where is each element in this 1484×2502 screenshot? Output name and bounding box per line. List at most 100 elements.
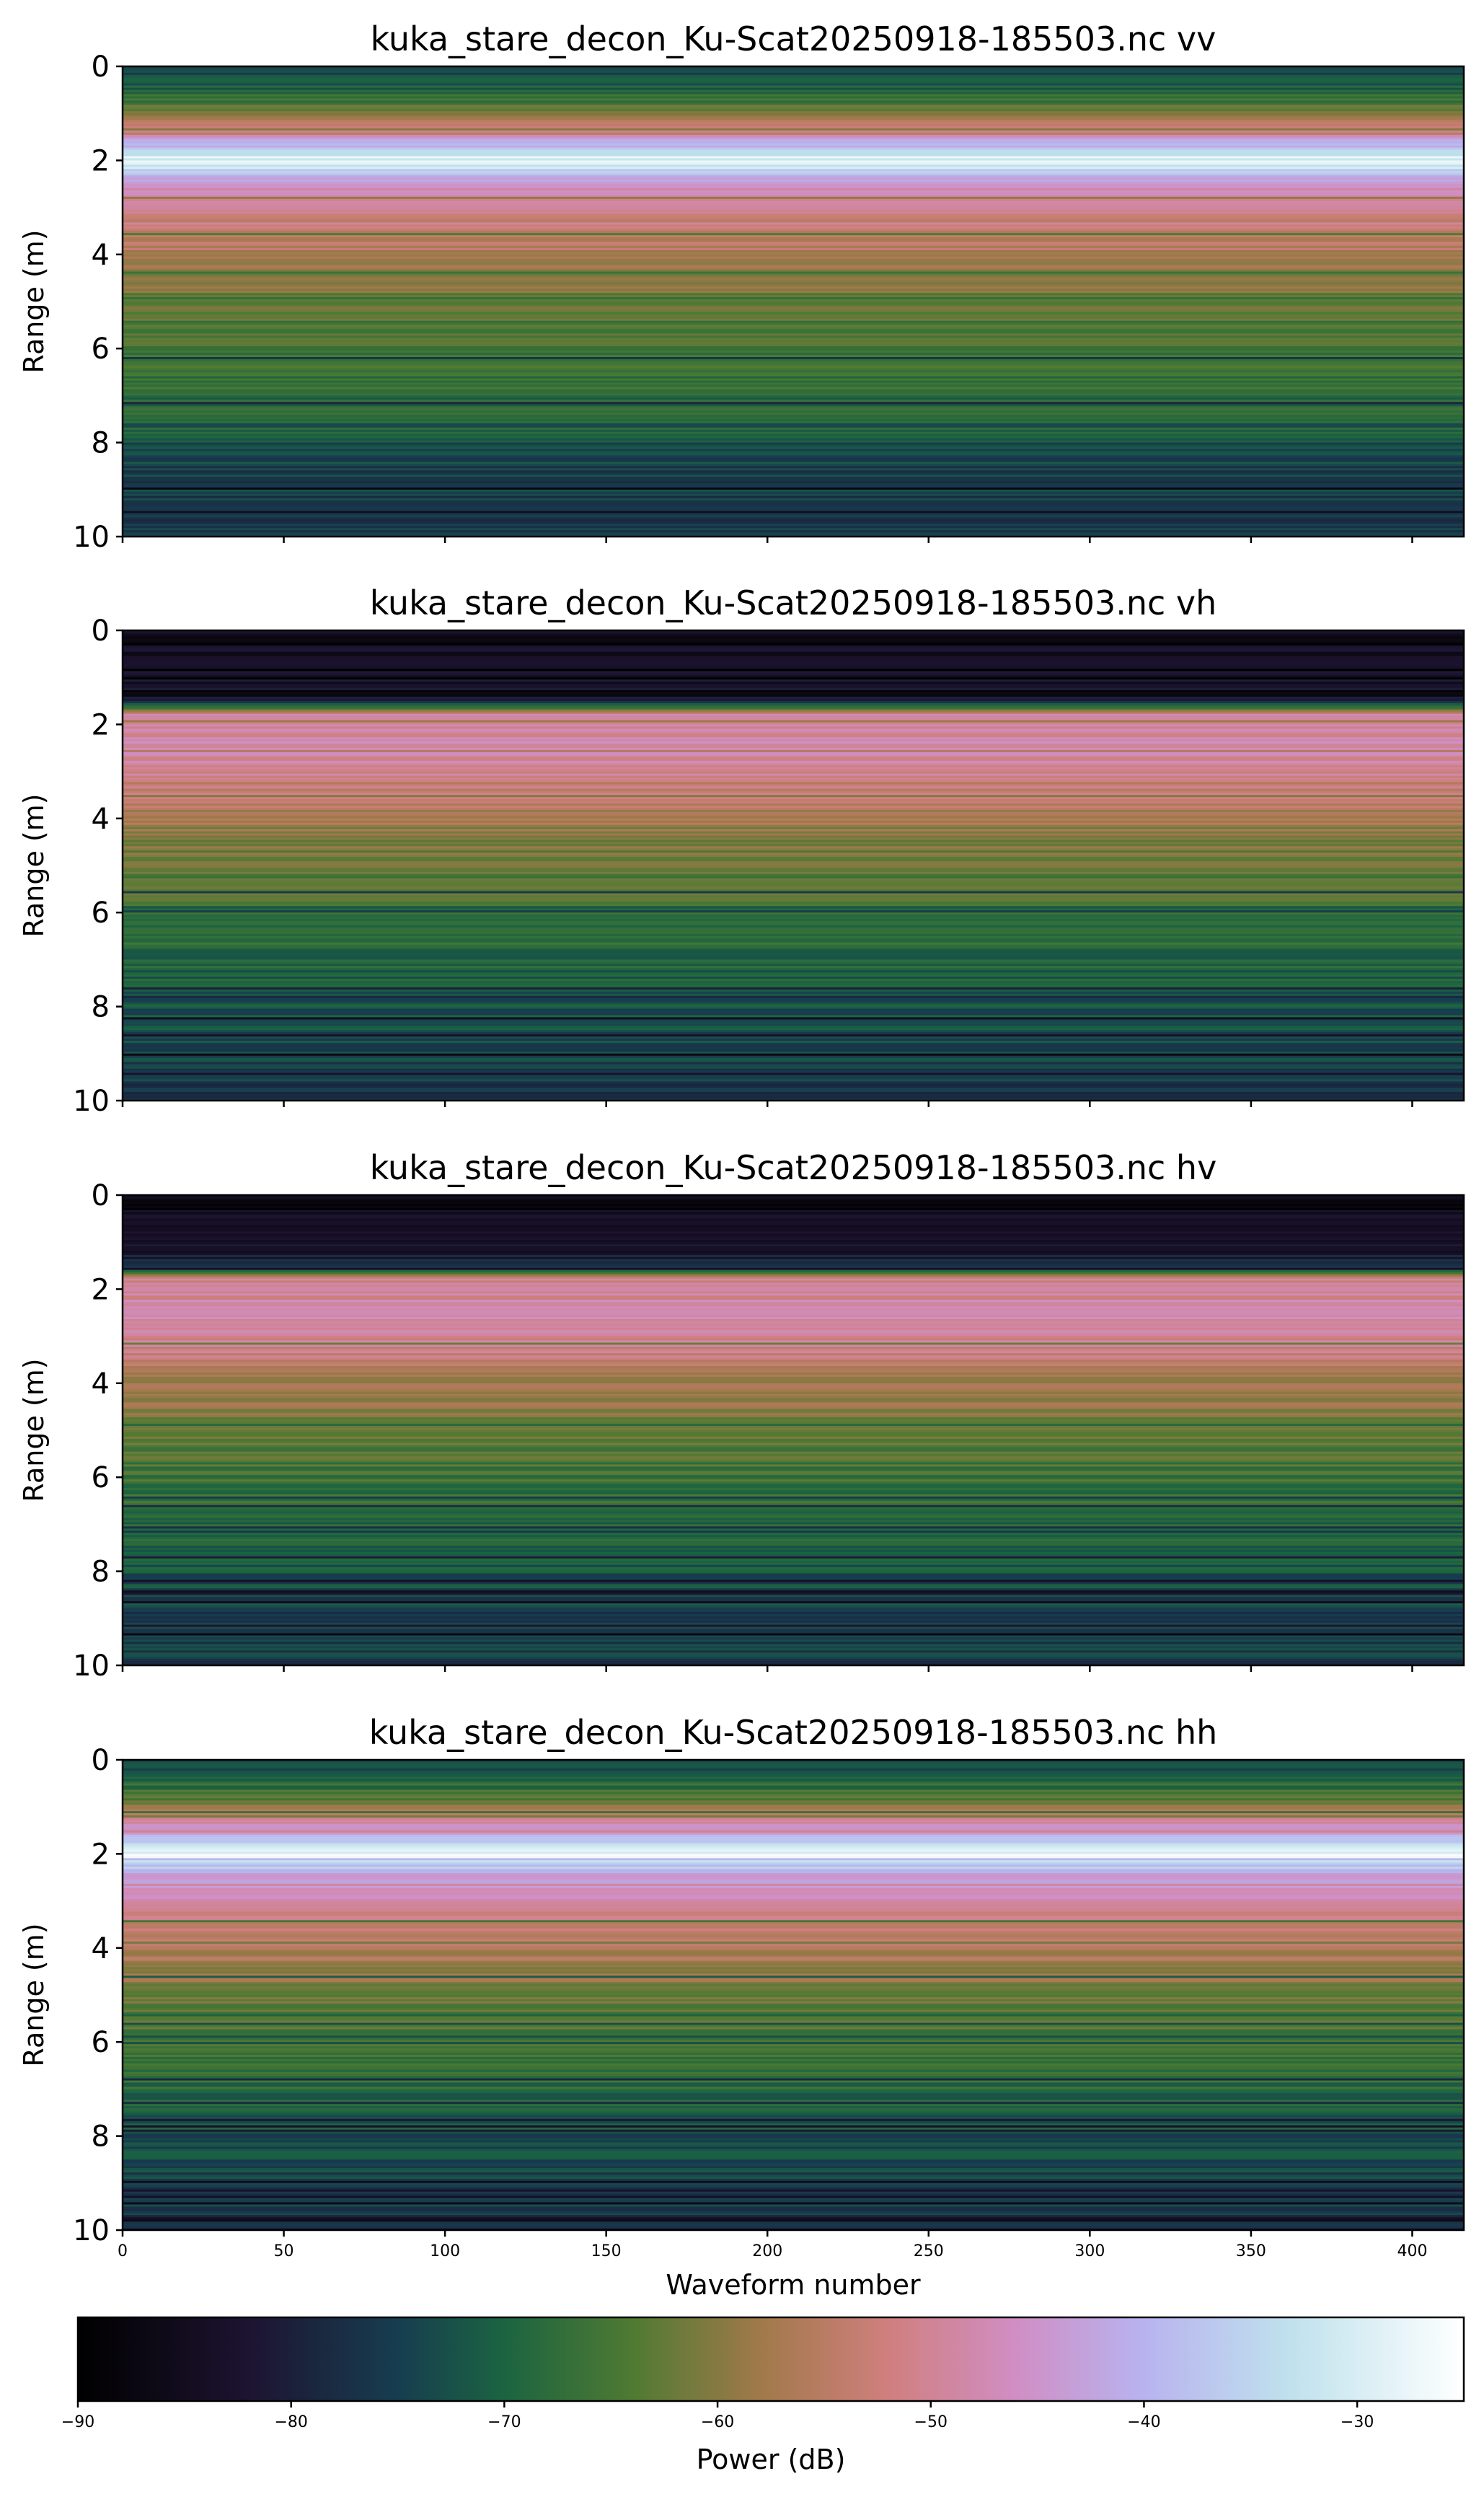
heatmap-band bbox=[123, 987, 1464, 990]
ytick-label: 6 bbox=[92, 897, 110, 930]
heatmap-band bbox=[123, 1582, 1464, 1585]
heatmap-band bbox=[123, 756, 1464, 759]
heatmap-band bbox=[123, 1887, 1464, 1891]
heatmap-band bbox=[123, 1475, 1464, 1478]
heatmap-band bbox=[123, 92, 1464, 95]
heatmap-band bbox=[123, 2044, 1464, 2047]
heatmap-band bbox=[123, 1075, 1464, 1078]
heatmap-band bbox=[123, 1364, 1464, 1367]
heatmap-band bbox=[123, 2166, 1464, 2169]
heatmap-band bbox=[123, 190, 1464, 193]
heatmap-band bbox=[123, 1588, 1464, 1591]
heatmap-band bbox=[123, 348, 1464, 351]
heatmap-band bbox=[123, 72, 1464, 76]
heatmap-band bbox=[123, 438, 1464, 441]
heatmap-band bbox=[123, 1935, 1464, 1938]
heatmap-band bbox=[123, 1945, 1464, 1949]
heatmap-band bbox=[123, 705, 1464, 708]
heatmap-band bbox=[123, 955, 1464, 959]
heatmap-band bbox=[123, 367, 1464, 371]
heatmap-band bbox=[123, 2138, 1464, 2141]
heatmap-band bbox=[123, 1486, 1464, 1489]
heatmap-band bbox=[123, 2046, 1464, 2049]
heatmap-band bbox=[123, 1351, 1464, 1354]
heatmap-band bbox=[123, 1894, 1464, 1898]
ytick-label: 8 bbox=[92, 2120, 110, 2154]
heatmap-band bbox=[123, 634, 1464, 638]
heatmap-band bbox=[123, 487, 1464, 490]
heatmap bbox=[123, 66, 1464, 537]
heatmap-band bbox=[123, 873, 1464, 877]
heatmap-band bbox=[123, 1263, 1464, 1267]
heatmap-band bbox=[123, 1898, 1464, 1902]
heatmap-band bbox=[123, 340, 1464, 343]
heatmap-band bbox=[123, 2093, 1464, 2096]
heatmap-band bbox=[123, 404, 1464, 407]
heatmap-band bbox=[123, 470, 1464, 473]
ytick-label: 6 bbox=[92, 332, 110, 366]
heatmap-band bbox=[123, 983, 1464, 986]
heatmap-band bbox=[123, 384, 1464, 388]
heatmap-band bbox=[123, 1629, 1464, 1632]
heatmap-band bbox=[123, 1479, 1464, 1482]
heatmap-band bbox=[123, 429, 1464, 433]
heatmap-band bbox=[123, 1430, 1464, 1433]
heatmap-band bbox=[123, 1554, 1464, 1557]
heatmap-band bbox=[123, 297, 1464, 300]
heatmap-band bbox=[123, 455, 1464, 458]
heatmap-band bbox=[123, 158, 1464, 161]
heatmap-band bbox=[123, 2102, 1464, 2105]
heatmap-band bbox=[123, 1047, 1464, 1050]
heatmap-band bbox=[123, 1432, 1464, 1435]
heatmap-band bbox=[123, 387, 1464, 390]
heatmap-band bbox=[123, 2012, 1464, 2015]
heatmap-band bbox=[123, 1819, 1464, 1823]
heatmap-band bbox=[123, 1013, 1464, 1016]
heatmap-band bbox=[123, 1468, 1464, 1471]
heatmap-band bbox=[123, 840, 1464, 842]
heatmap-band bbox=[123, 1593, 1464, 1595]
heatmap-band bbox=[123, 816, 1464, 819]
heatmap-band bbox=[123, 1453, 1464, 1457]
heatmap-band bbox=[123, 848, 1464, 851]
heatmap-band bbox=[123, 867, 1464, 871]
heatmap-band bbox=[123, 1428, 1464, 1431]
heatmap-band bbox=[123, 1543, 1464, 1546]
heatmap-band bbox=[123, 1860, 1464, 1863]
heatmap-band bbox=[123, 1460, 1464, 1463]
heatmap-band bbox=[123, 2078, 1464, 2082]
heatmap-band bbox=[123, 1535, 1464, 1538]
heatmap-band bbox=[123, 1085, 1464, 1088]
subplot-title: kuka_stare_decon_Ku-Scat20250918-185503.… bbox=[370, 1148, 1217, 1187]
heatmap-band bbox=[123, 1783, 1464, 1787]
heatmap-band bbox=[123, 369, 1464, 373]
heatmap-band bbox=[123, 1214, 1464, 1217]
heatmap-band bbox=[123, 653, 1464, 657]
heatmap-band bbox=[123, 1890, 1464, 1893]
heatmap-band bbox=[123, 98, 1464, 102]
heatmap-band bbox=[123, 679, 1464, 682]
heatmap-band bbox=[123, 2042, 1464, 2045]
heatmap-band bbox=[123, 1885, 1464, 1889]
heatmap-band bbox=[123, 1055, 1464, 1059]
heatmap-band bbox=[123, 1661, 1464, 1664]
heatmap-band bbox=[123, 2125, 1464, 2128]
heatmap-band bbox=[123, 1096, 1464, 1099]
heatmap-band bbox=[123, 2116, 1464, 2120]
heatmap-band bbox=[123, 784, 1464, 787]
heatmap-band bbox=[123, 1496, 1464, 1499]
heatmap-band bbox=[123, 1006, 1464, 1010]
heatmap-band bbox=[123, 365, 1464, 369]
heatmap-band bbox=[123, 1334, 1464, 1337]
ytick-label: 10 bbox=[73, 2214, 110, 2247]
heatmap-band bbox=[123, 951, 1464, 954]
heatmap-band bbox=[123, 205, 1464, 208]
heatmap-band bbox=[123, 2033, 1464, 2036]
heatmap-band bbox=[123, 1580, 1464, 1583]
heatmap-band bbox=[123, 1344, 1464, 1348]
heatmap-band bbox=[123, 498, 1464, 501]
heatmap-band bbox=[123, 2221, 1464, 2224]
heatmap-band bbox=[123, 948, 1464, 952]
heatmap-band bbox=[123, 2136, 1464, 2139]
heatmap-band bbox=[123, 1092, 1464, 1095]
